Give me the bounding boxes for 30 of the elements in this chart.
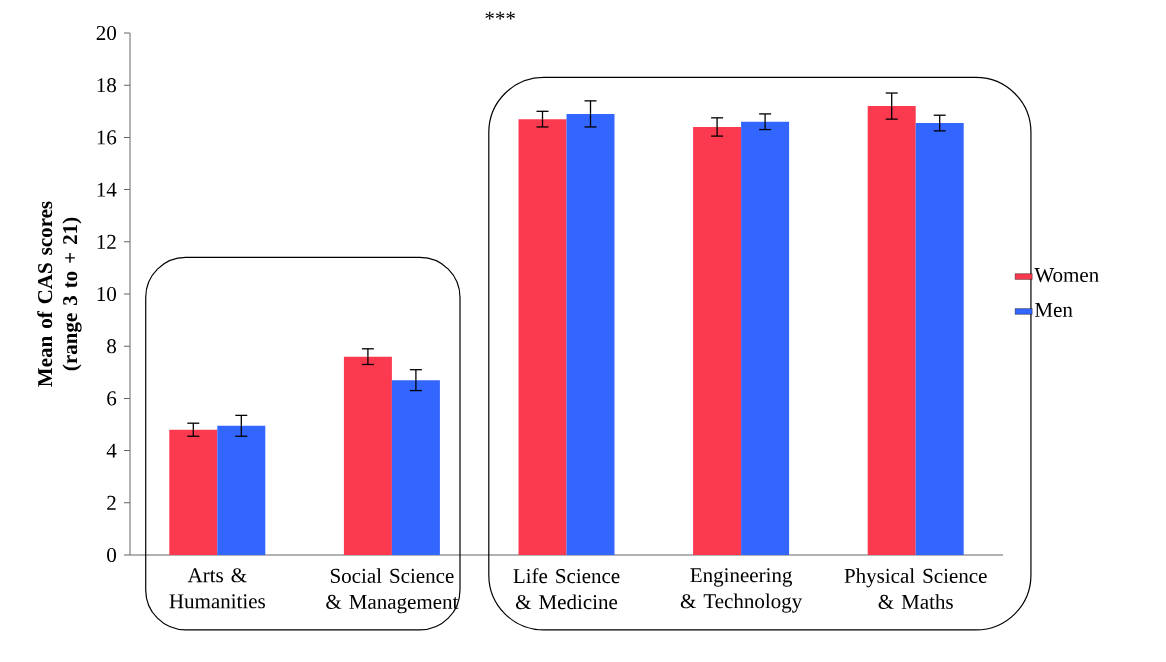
legend-label: Men — [1035, 303, 1073, 317]
bar — [169, 429, 218, 555]
bar — [693, 126, 742, 555]
y-tick-label: 16 — [97, 130, 117, 145]
bar — [343, 356, 392, 555]
bar — [566, 113, 615, 555]
y-tick-label: 14 — [97, 182, 117, 197]
y-tick-label: 6 — [107, 391, 117, 406]
x-tick-label: Arts & Humanities — [169, 568, 265, 609]
legend-label: Women — [1034, 268, 1099, 283]
bar — [518, 119, 567, 555]
y-tick-label: 10 — [97, 286, 117, 302]
text: *** — [485, 11, 515, 20]
y-axis-title: Mean of CAS scores (range 3 to + 21) — [37, 201, 82, 387]
y-tick-label: 4 — [106, 443, 117, 458]
y-tick-label: 2 — [107, 495, 116, 510]
x-tick-label: Physical Science & Maths — [844, 568, 987, 609]
y-tick-label: 18 — [97, 78, 117, 93]
bar — [915, 123, 964, 555]
x-tick-label: Life Science & Medicine — [513, 568, 620, 610]
y-tick-label: 8 — [107, 339, 117, 354]
y-tick-label: 12 — [97, 234, 116, 249]
bar — [741, 121, 790, 555]
y-tick-label: 20 — [96, 25, 117, 41]
bar — [391, 380, 440, 555]
y-tick-label: 0 — [107, 547, 117, 563]
x-tick-label: Engineering & Technology — [680, 568, 803, 613]
bar — [217, 425, 266, 555]
x-tick-label: Social Science & Management — [326, 568, 459, 614]
bar — [867, 106, 916, 555]
